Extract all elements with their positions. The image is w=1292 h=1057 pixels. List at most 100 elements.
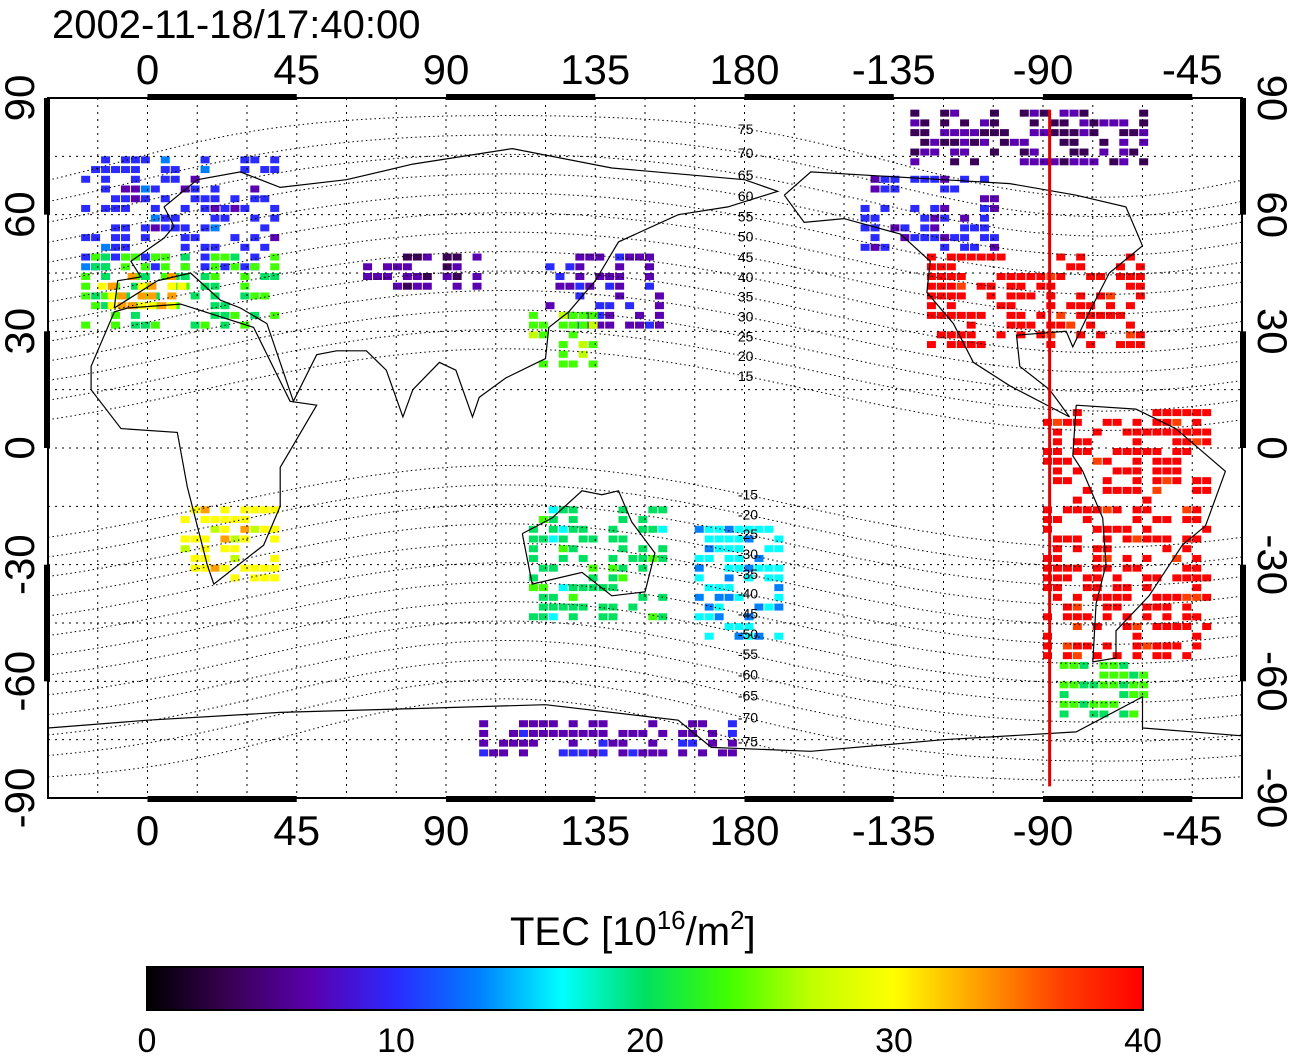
- tec-cell: [1106, 311, 1116, 319]
- tec-cell: [1036, 282, 1046, 290]
- tec-cell: [1139, 671, 1149, 679]
- contour-label: 75: [738, 121, 754, 137]
- tec-cell: [1132, 428, 1142, 436]
- tec-cell: [936, 292, 946, 300]
- tec-cell: [1086, 321, 1096, 329]
- tec-cell: [1099, 138, 1109, 146]
- tec-cell: [714, 593, 724, 601]
- tec-cell: [860, 243, 870, 251]
- tec-cell: [940, 214, 950, 222]
- tec-cell: [605, 282, 615, 290]
- tec-cell: [1129, 671, 1139, 679]
- tec-cell: [638, 564, 648, 572]
- tec-cell: [120, 195, 130, 203]
- tec-cell: [81, 204, 91, 212]
- tec-cell: [658, 525, 668, 533]
- longitude-label: 135: [560, 807, 630, 854]
- tec-cell: [1059, 691, 1069, 699]
- tec-cell: [1049, 129, 1059, 137]
- tec-cell: [210, 302, 220, 310]
- tec-cell: [1039, 158, 1049, 166]
- tec-cell: [1092, 623, 1102, 630]
- latitude-label: 60: [0, 191, 43, 238]
- contour-label: -25: [738, 526, 758, 542]
- tec-cell: [910, 129, 920, 137]
- tec-cell: [950, 129, 960, 137]
- tec-cell: [989, 148, 999, 156]
- tec-cell: [1089, 700, 1099, 708]
- tec-cell: [130, 156, 140, 164]
- tec-cell: [926, 311, 936, 319]
- tec-cell: [1129, 129, 1139, 137]
- latitude-label: -90: [1249, 768, 1292, 829]
- tec-cell: [250, 574, 260, 582]
- tec-cell: [950, 138, 960, 146]
- longitude-label: 45: [273, 46, 320, 93]
- tec-cell: [130, 311, 140, 319]
- latitude-label: 0: [1249, 436, 1292, 459]
- tec-cell: [940, 243, 950, 251]
- tec-cell: [960, 224, 970, 232]
- tec-cell: [1043, 554, 1052, 562]
- tec-cell: [91, 166, 101, 174]
- tec-cell: [230, 253, 240, 261]
- tec-cell: [499, 749, 509, 757]
- tec-cell: [774, 545, 784, 553]
- tec-cell: [727, 749, 737, 757]
- tec-cell: [890, 175, 900, 183]
- tec-cell: [1052, 545, 1062, 553]
- tec-cell: [979, 195, 989, 203]
- tec-cell: [734, 535, 744, 543]
- tec-cell: [615, 263, 625, 271]
- tec-cell: [1029, 119, 1039, 127]
- tec-cell: [210, 263, 220, 271]
- tec-cell: [220, 516, 230, 524]
- frame-bar: [1043, 94, 1193, 100]
- frame-bar: [44, 564, 50, 682]
- tec-cell: [130, 195, 140, 203]
- tec-cell: [1009, 138, 1019, 146]
- tec-cell: [910, 234, 920, 242]
- tec-cell: [548, 593, 558, 601]
- tec-cell: [1112, 418, 1122, 426]
- tec-cell: [1089, 681, 1099, 689]
- tec-cell: [1122, 593, 1132, 601]
- tec-cell: [240, 516, 250, 524]
- tec-cell: [528, 729, 538, 737]
- tec-cell: [920, 129, 930, 137]
- tec-cell: [170, 224, 180, 232]
- tec-cell: [930, 204, 940, 212]
- tec-cell: [1029, 109, 1039, 117]
- timestamp-title: 2002-11-18/17:40:00: [52, 3, 420, 47]
- tec-cell: [180, 243, 190, 251]
- tec-cell: [989, 129, 999, 137]
- tec-cell: [588, 535, 598, 543]
- tec-cell: [608, 739, 618, 747]
- tec-cell: [724, 574, 734, 582]
- tec-cell: [1152, 623, 1162, 630]
- tec-cell: [1132, 652, 1142, 660]
- tec-cell: [210, 204, 220, 212]
- tec-cell: [1152, 448, 1162, 455]
- tec-cell: [1112, 574, 1122, 582]
- longitude-label: 0: [136, 807, 159, 854]
- tec-cell: [588, 749, 598, 757]
- tec-cell: [210, 243, 220, 251]
- tec-cell: [210, 195, 220, 203]
- tec-cell: [160, 175, 170, 183]
- tec-cell: [1086, 273, 1096, 280]
- tec-cell: [1152, 603, 1162, 611]
- tec-cell: [200, 263, 210, 271]
- tec-cell: [558, 360, 568, 368]
- tec-cell: [890, 185, 900, 193]
- tec-cell: [1102, 545, 1112, 553]
- tec-cell: [200, 516, 210, 524]
- tec-cell: [960, 214, 970, 222]
- tec-cell: [1152, 574, 1162, 582]
- tec-cell: [578, 525, 588, 533]
- coastline: [521, 490, 656, 597]
- tec-cell: [930, 138, 940, 146]
- tec-cell: [1202, 525, 1212, 533]
- tec-cell: [1056, 321, 1066, 329]
- tec-cell: [1079, 129, 1089, 137]
